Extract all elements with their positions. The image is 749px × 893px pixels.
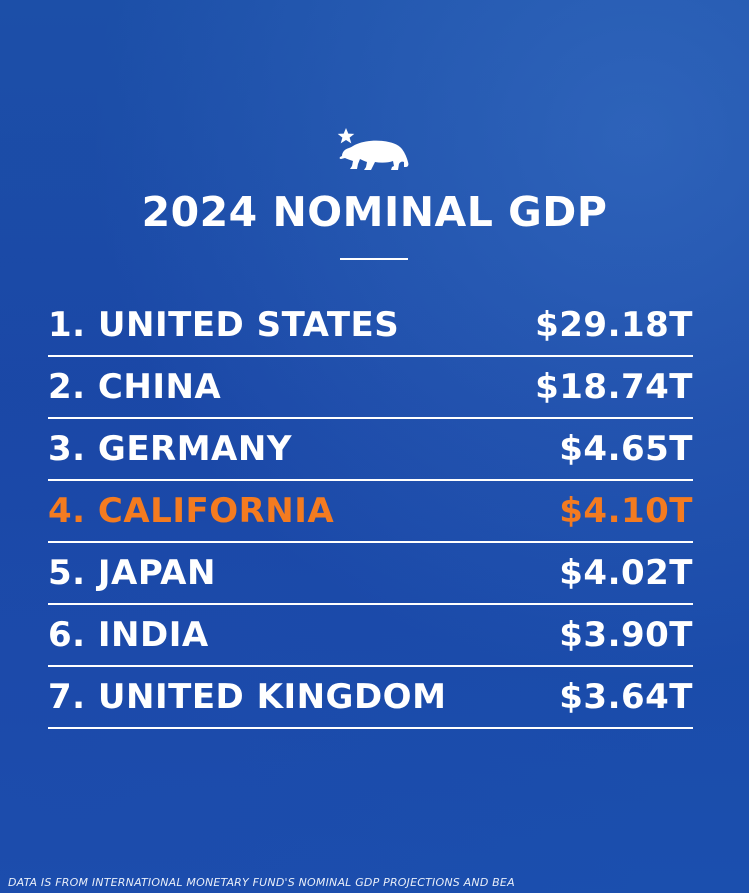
- country-label: 2. CHINA: [48, 367, 222, 407]
- gdp-value: $4.10T: [559, 491, 693, 531]
- star-icon: [337, 128, 355, 144]
- source-note: DATA IS FROM INTERNATIONAL MONETARY FUND…: [8, 876, 515, 889]
- table-row: 7. UNITED KINGDOM $3.64T: [48, 667, 693, 729]
- gdp-value: $3.90T: [559, 615, 693, 655]
- gdp-ranking-table: 1. UNITED STATES $29.18T 2. CHINA $18.74…: [48, 295, 693, 729]
- chart-title: 2024 NOMINAL GDP: [141, 188, 608, 236]
- country-label: 7. UNITED KINGDOM: [48, 677, 447, 717]
- country-label: 4. CALIFORNIA: [48, 491, 335, 531]
- country-label: 6. INDIA: [48, 615, 209, 655]
- table-row: 2. CHINA $18.74T: [48, 357, 693, 419]
- country-label: 3. GERMANY: [48, 429, 292, 469]
- gdp-value: $3.64T: [559, 677, 693, 717]
- country-label: 1. UNITED STATES: [48, 305, 400, 345]
- table-row: 6. INDIA $3.90T: [48, 605, 693, 667]
- gdp-value: $18.74T: [535, 367, 693, 407]
- table-row-highlighted: 4. CALIFORNIA $4.10T: [48, 481, 693, 543]
- gdp-value: $29.18T: [535, 305, 693, 345]
- california-bear-star-icon: [337, 128, 409, 170]
- title-divider: [340, 258, 408, 260]
- country-label: 5. JAPAN: [48, 553, 216, 593]
- bear-icon: [339, 140, 409, 170]
- gdp-value: $4.65T: [559, 429, 693, 469]
- table-row: 5. JAPAN $4.02T: [48, 543, 693, 605]
- table-row: 3. GERMANY $4.65T: [48, 419, 693, 481]
- table-row: 1. UNITED STATES $29.18T: [48, 295, 693, 357]
- gdp-value: $4.02T: [559, 553, 693, 593]
